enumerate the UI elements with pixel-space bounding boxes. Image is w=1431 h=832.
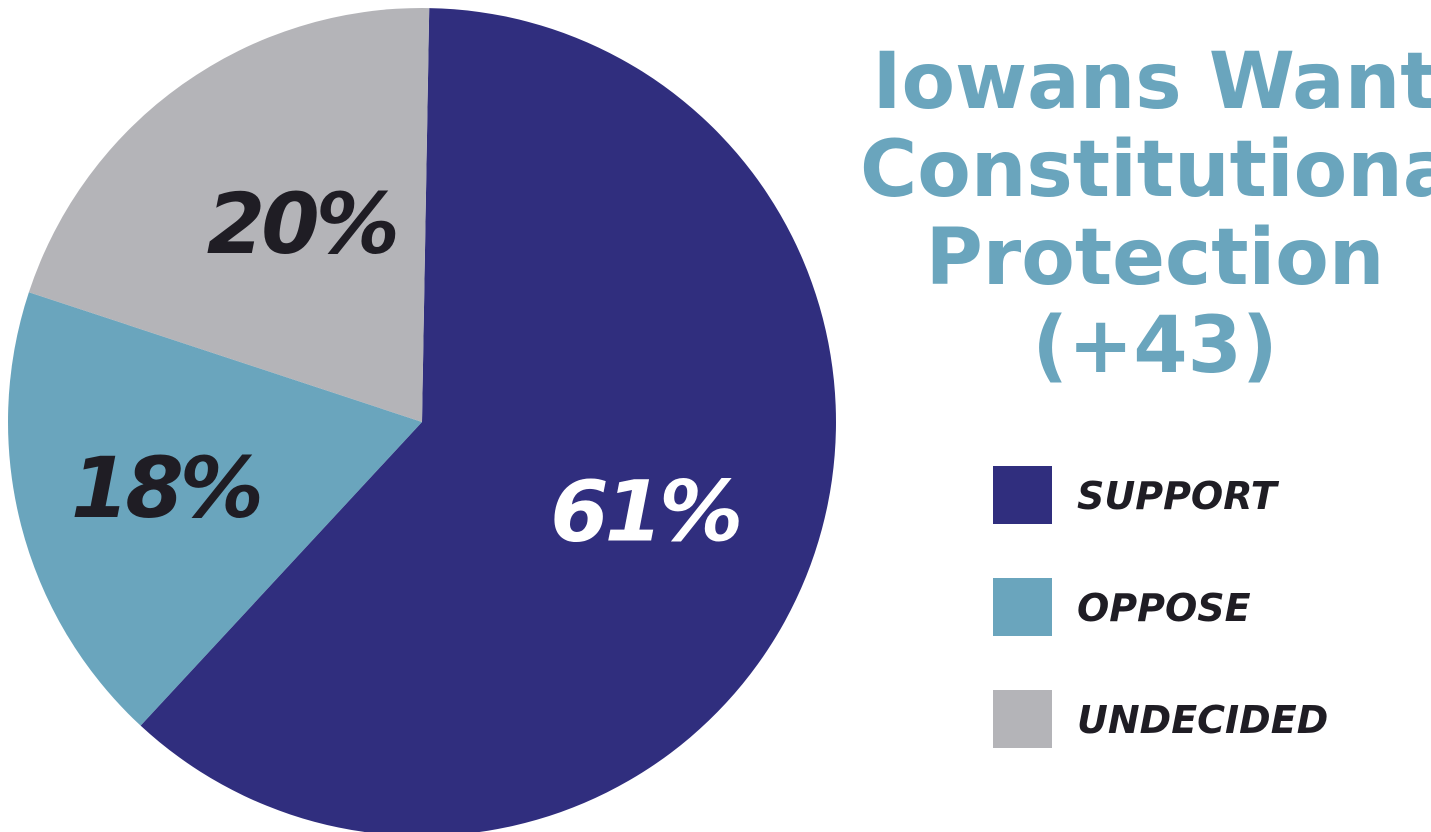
slice-label-undecided: 20% [207, 175, 396, 273]
pie-chart: 61% 18% 20% [8, 8, 836, 832]
legend-label-support: SUPPORT [1077, 474, 1277, 518]
legend-swatch-support [993, 466, 1052, 524]
pie-slice-oppose [8, 292, 423, 726]
pie-slice-undecided [28, 8, 430, 423]
slice-label-oppose: 18% [71, 439, 260, 537]
title-line: Constitutional [860, 125, 1431, 215]
chart-title: Iowans Want Constitutional Protection (+… [860, 38, 1431, 390]
title-line: Iowans Want [872, 37, 1431, 127]
pie-slice-support [140, 8, 836, 832]
title-line: (+43) [1032, 301, 1278, 391]
title-line: Protection [925, 213, 1385, 303]
legend-label-undecided: UNDECIDED [1077, 698, 1329, 742]
legend-label-oppose: OPPOSE [1077, 586, 1251, 630]
legend-swatch-oppose [993, 578, 1052, 636]
legend-swatch-undecided [993, 690, 1052, 748]
slice-label-support: 61% [550, 463, 739, 561]
